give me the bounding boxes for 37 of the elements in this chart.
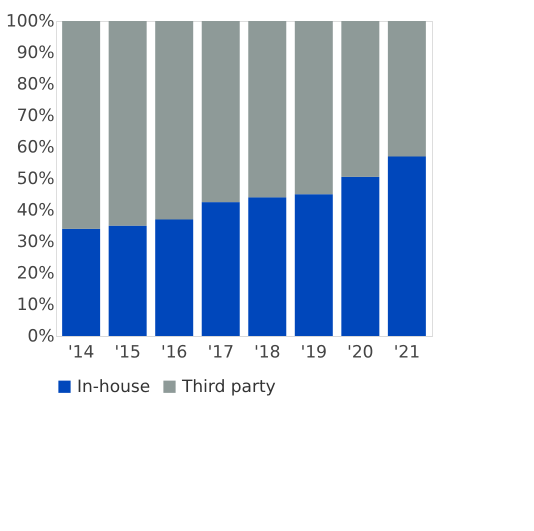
bar <box>388 21 426 156</box>
bar <box>202 202 240 336</box>
bar <box>341 176 380 336</box>
bar <box>294 21 333 194</box>
bar <box>341 21 380 177</box>
x-tick-label: '17 <box>208 342 234 362</box>
x-tick-label: '18 <box>254 342 280 362</box>
y-tick-label: 10% <box>16 295 54 315</box>
bar <box>62 21 100 229</box>
y-tick-label: 40% <box>16 200 54 220</box>
y-tick-label: 90% <box>16 43 54 63</box>
x-tick-label: '15 <box>114 342 141 362</box>
x-tick-label: '20 <box>347 342 374 362</box>
x-tick-label: '14 <box>68 342 94 362</box>
bar <box>108 21 147 226</box>
y-tick-label: 60% <box>16 138 54 158</box>
y-tick-label: 50% <box>16 169 54 189</box>
bar <box>294 194 333 336</box>
bar <box>202 21 240 202</box>
legend-label: In-house <box>77 376 150 397</box>
bar <box>155 219 194 336</box>
y-tick-label: 20% <box>16 264 54 284</box>
y-tick-label: 70% <box>16 106 54 126</box>
bar <box>388 156 426 336</box>
bar <box>248 21 286 198</box>
legend-label: Third party <box>181 376 276 397</box>
bar <box>108 226 147 336</box>
y-tick-label: 100% <box>6 12 54 32</box>
bar <box>62 228 100 336</box>
x-tick-label: '19 <box>300 342 327 362</box>
x-tick-label: '16 <box>161 342 188 362</box>
y-tick-label: 30% <box>16 232 54 252</box>
y-tick-label: 0% <box>28 326 54 346</box>
bar <box>248 197 286 336</box>
y-tick-label: 80% <box>16 74 54 94</box>
bar <box>155 21 194 220</box>
x-tick-label: '21 <box>394 342 420 362</box>
